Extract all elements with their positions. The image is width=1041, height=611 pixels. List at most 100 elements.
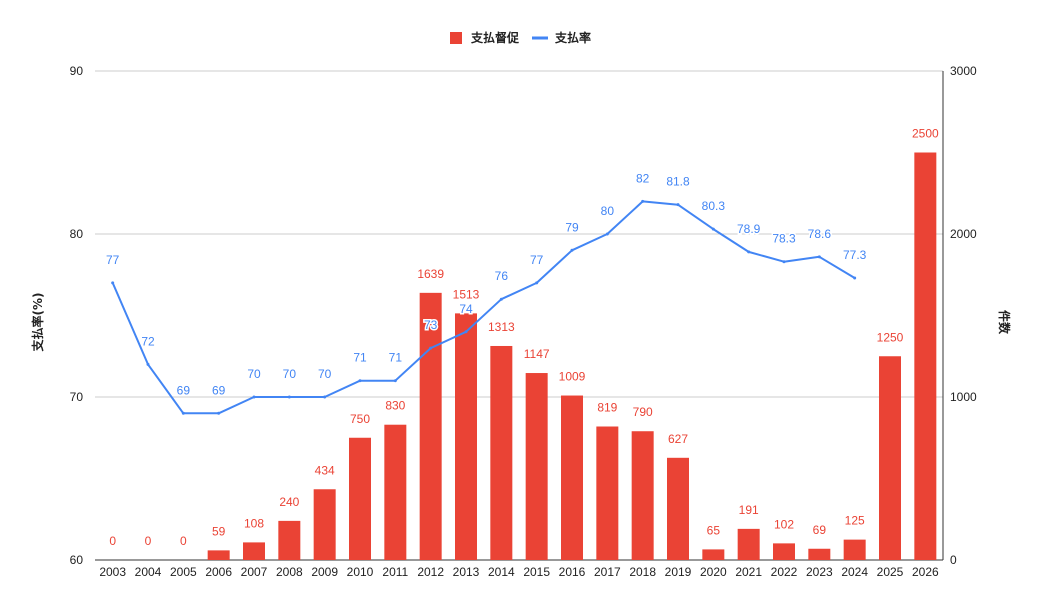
line-point [570, 248, 574, 252]
bar-data-label: 819 [597, 401, 617, 415]
bar-series [207, 152, 937, 560]
bar [384, 424, 407, 560]
line-point [535, 281, 539, 285]
bar [596, 426, 619, 560]
x-tick-label: 2018 [629, 565, 656, 579]
line-data-label: 69 [212, 383, 226, 397]
line-point [358, 379, 362, 383]
line-data-label: 79 [565, 220, 579, 234]
x-tick-label: 2020 [700, 565, 727, 579]
line-point [853, 276, 857, 280]
bar [243, 542, 265, 560]
x-tick-label: 2017 [594, 565, 621, 579]
line-data-label: 71 [389, 351, 403, 365]
bar [419, 292, 442, 560]
line-data-label: 70 [283, 367, 297, 381]
bar [313, 489, 336, 560]
x-tick-label: 2009 [311, 565, 338, 579]
legend-label-line: 支払率 [554, 30, 591, 45]
line-point [499, 297, 503, 301]
y-right-tick-label: 3000 [950, 64, 977, 78]
bar-data-label: 1009 [559, 370, 586, 384]
bar-data-label: 108 [244, 516, 264, 530]
line-point [146, 362, 150, 366]
bar [808, 548, 831, 560]
line-point [782, 260, 786, 264]
bar [879, 356, 901, 560]
line-data-label: 73 [424, 318, 438, 332]
line-data-label: 77.3 [843, 248, 867, 262]
line-data-label: 81.8 [666, 175, 690, 189]
bar [667, 457, 689, 560]
bar-data-label: 1639 [417, 267, 444, 281]
x-tick-label: 2006 [205, 565, 232, 579]
x-tick-label: 2024 [841, 565, 868, 579]
bar-data-label: 191 [739, 503, 759, 517]
bar [525, 373, 548, 560]
y-right-tick-label: 2000 [950, 227, 977, 241]
bar-data-label: 434 [315, 463, 335, 477]
x-tick-label: 2014 [488, 565, 515, 579]
x-tick-label: 2025 [877, 565, 904, 579]
gridlines [95, 70, 943, 561]
line-data-label: 77 [530, 253, 544, 267]
bar-data-label: 240 [279, 495, 299, 509]
y-left-tick-label: 60 [70, 553, 84, 567]
line-data-label: 78.3 [772, 232, 796, 246]
line-point [111, 281, 115, 285]
bar [349, 437, 371, 560]
bar [702, 549, 725, 560]
line-point [323, 395, 327, 399]
x-tick-label: 2003 [99, 565, 126, 579]
line-data-label: 77 [106, 253, 120, 267]
line-point [817, 255, 821, 259]
legend-swatch-bar [450, 32, 462, 44]
x-tick-label: 2010 [347, 565, 374, 579]
line-point [676, 203, 680, 207]
bar-data-label: 627 [668, 432, 688, 446]
bar-data-label: 59 [212, 524, 226, 538]
line-data-label: 80 [601, 204, 615, 218]
x-tick-label: 2023 [806, 565, 833, 579]
line-point [287, 395, 291, 399]
line-data-label: 71 [353, 351, 367, 365]
line-point [217, 411, 221, 415]
line-point [393, 379, 397, 383]
x-tick-label: 2026 [912, 565, 939, 579]
bar-data-label: 0 [145, 534, 152, 548]
x-tick-label: 2012 [417, 565, 444, 579]
line-data-label: 76 [495, 269, 509, 283]
x-tick-label: 2015 [523, 565, 550, 579]
axes: 60 70 80 90 0 1000 2000 3000 2003 2004 2005 2006 200… [70, 64, 977, 579]
bar [561, 395, 583, 560]
line-data-label: 82 [636, 171, 650, 185]
bar-data-label: 790 [633, 405, 653, 419]
y-right-tick-label: 0 [950, 553, 957, 567]
line-series [111, 199, 857, 415]
y-left-tick-label: 70 [70, 390, 84, 404]
x-tick-label: 2021 [735, 565, 762, 579]
x-tick-label: 2004 [135, 565, 162, 579]
x-tick-label: 2019 [665, 565, 692, 579]
x-tick-label: 2007 [241, 565, 268, 579]
bar-data-label: 0 [109, 534, 116, 548]
bar [914, 152, 937, 560]
line-data-label: 72 [141, 334, 155, 348]
bar [737, 528, 760, 560]
line-point [429, 346, 433, 350]
bar-data-label: 125 [845, 514, 865, 528]
bar-data-label: 1513 [453, 287, 480, 301]
y-right-axis-title: 件数 [997, 310, 1012, 335]
y-right-tick-label: 1000 [950, 390, 977, 404]
bar-data-label: 69 [813, 523, 827, 537]
x-tick-label: 2013 [453, 565, 480, 579]
line-point [711, 227, 715, 231]
x-tick-label: 2005 [170, 565, 197, 579]
bar-data-label: 0 [180, 534, 187, 548]
bar-data-label: 750 [350, 412, 370, 426]
line-point [252, 395, 256, 399]
x-tick-label: 2011 [382, 565, 408, 579]
line-data-label: 70 [318, 367, 332, 381]
bar-data-label: 1147 [524, 347, 550, 361]
bar-data-label: 830 [385, 399, 405, 413]
